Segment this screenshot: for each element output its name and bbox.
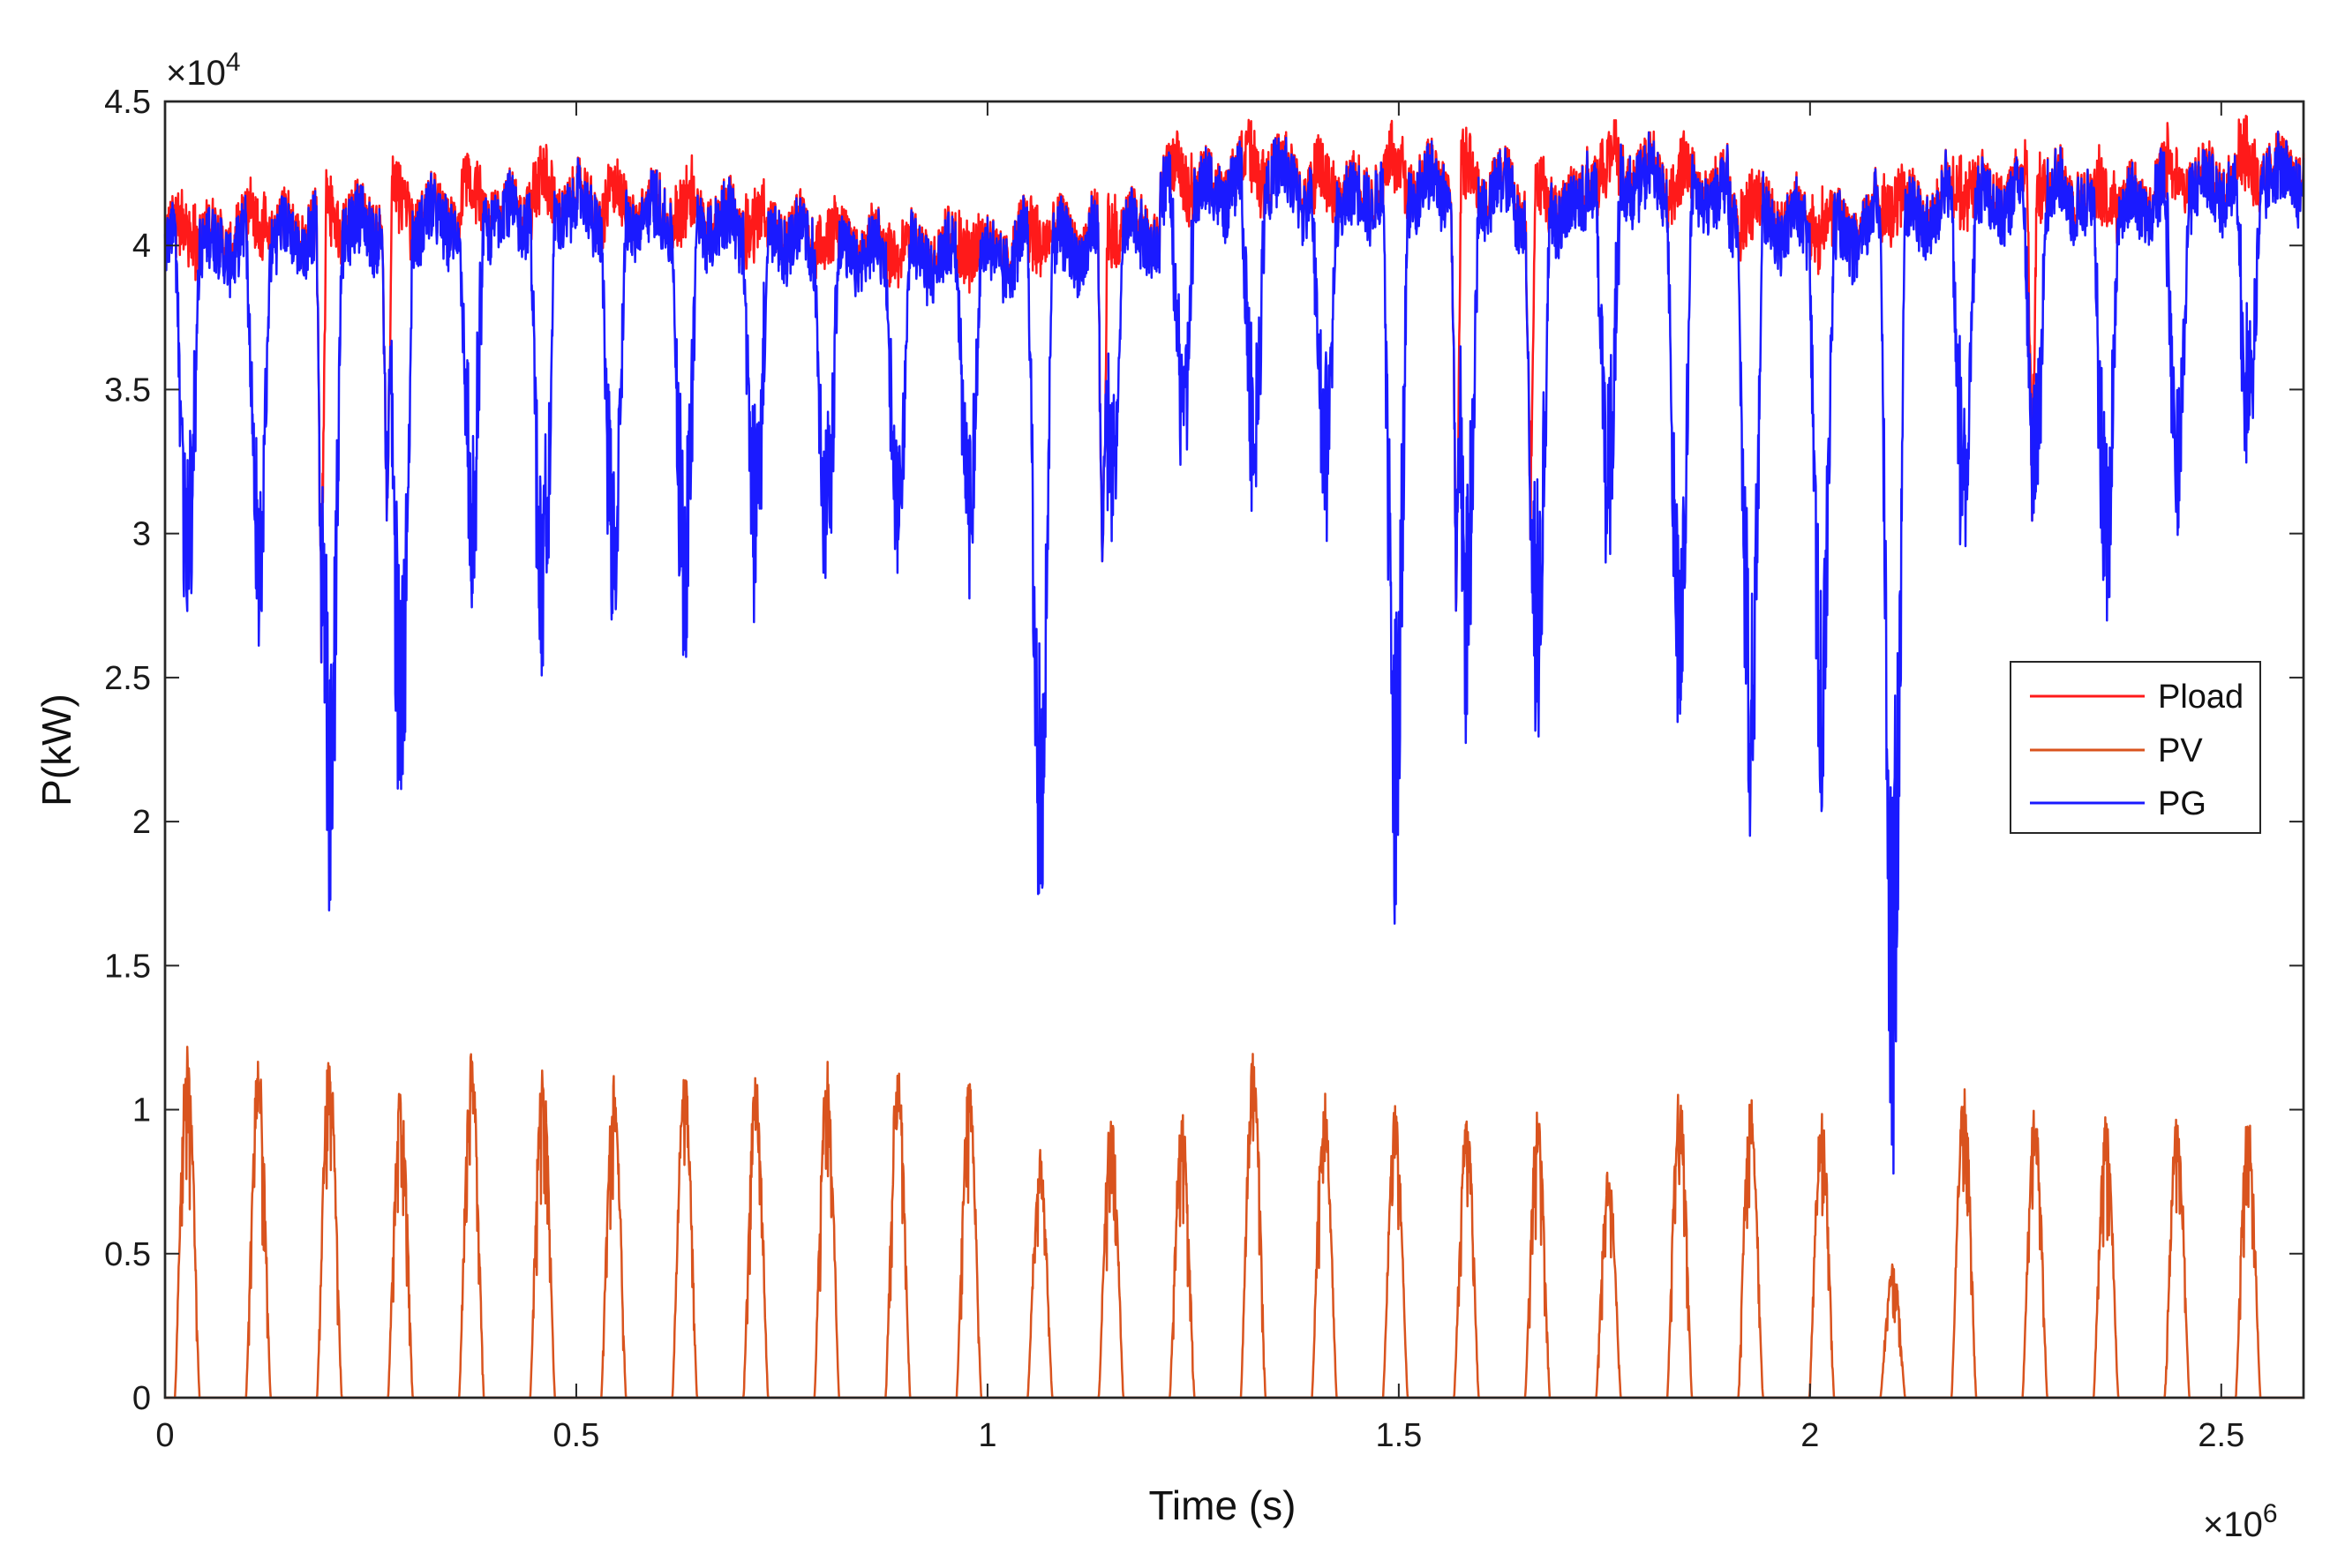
y-tick-label: 0 xyxy=(132,1380,151,1417)
x-axis-label: Time (s) xyxy=(1149,1482,1297,1528)
x-tick-label: 2 xyxy=(1800,1417,1819,1454)
legend-label-pg: PG xyxy=(2158,785,2206,822)
y-tick-label: 1 xyxy=(132,1092,151,1129)
y-tick-label: 3 xyxy=(132,516,151,553)
y-tick-label: 2.5 xyxy=(104,660,151,697)
plot-area xyxy=(163,100,2305,1399)
y-tick-label: 4.5 xyxy=(104,84,151,121)
x-axis-ticks: 0 0.5 1 1.5 2 2.5 xyxy=(155,101,2244,1454)
legend: Pload PV PG xyxy=(2010,661,2261,834)
x-tick-label: 1.5 xyxy=(1375,1417,1422,1454)
x-tick-label: 0.5 xyxy=(553,1417,600,1454)
y-tick-label: 4 xyxy=(132,228,151,265)
y-tick-label: 2 xyxy=(132,804,151,841)
y-tick-label: 3.5 xyxy=(104,371,151,409)
x-tick-label: 0 xyxy=(155,1417,174,1454)
series-line-pg xyxy=(163,131,2305,1175)
y-tick-label: 0.5 xyxy=(104,1236,151,1273)
y-axis-ticks: 0 0.5 1 1.5 2 2.5 3 3.5 4 4.5 xyxy=(104,84,2304,1417)
y-axis-label: P(kW) xyxy=(34,694,79,807)
plot-border xyxy=(163,100,2305,1399)
y-tick-label: 1.5 xyxy=(104,948,151,985)
legend-label-pload: Pload xyxy=(2158,679,2244,716)
legend-box xyxy=(2010,661,2261,834)
x-multiplier: ×106 xyxy=(2203,1499,2278,1544)
x-tick-label: 2.5 xyxy=(2198,1417,2244,1454)
x-tick-label: 1 xyxy=(978,1417,996,1454)
legend-label-pv: PV xyxy=(2158,732,2203,769)
y-multiplier: ×104 xyxy=(166,48,241,93)
